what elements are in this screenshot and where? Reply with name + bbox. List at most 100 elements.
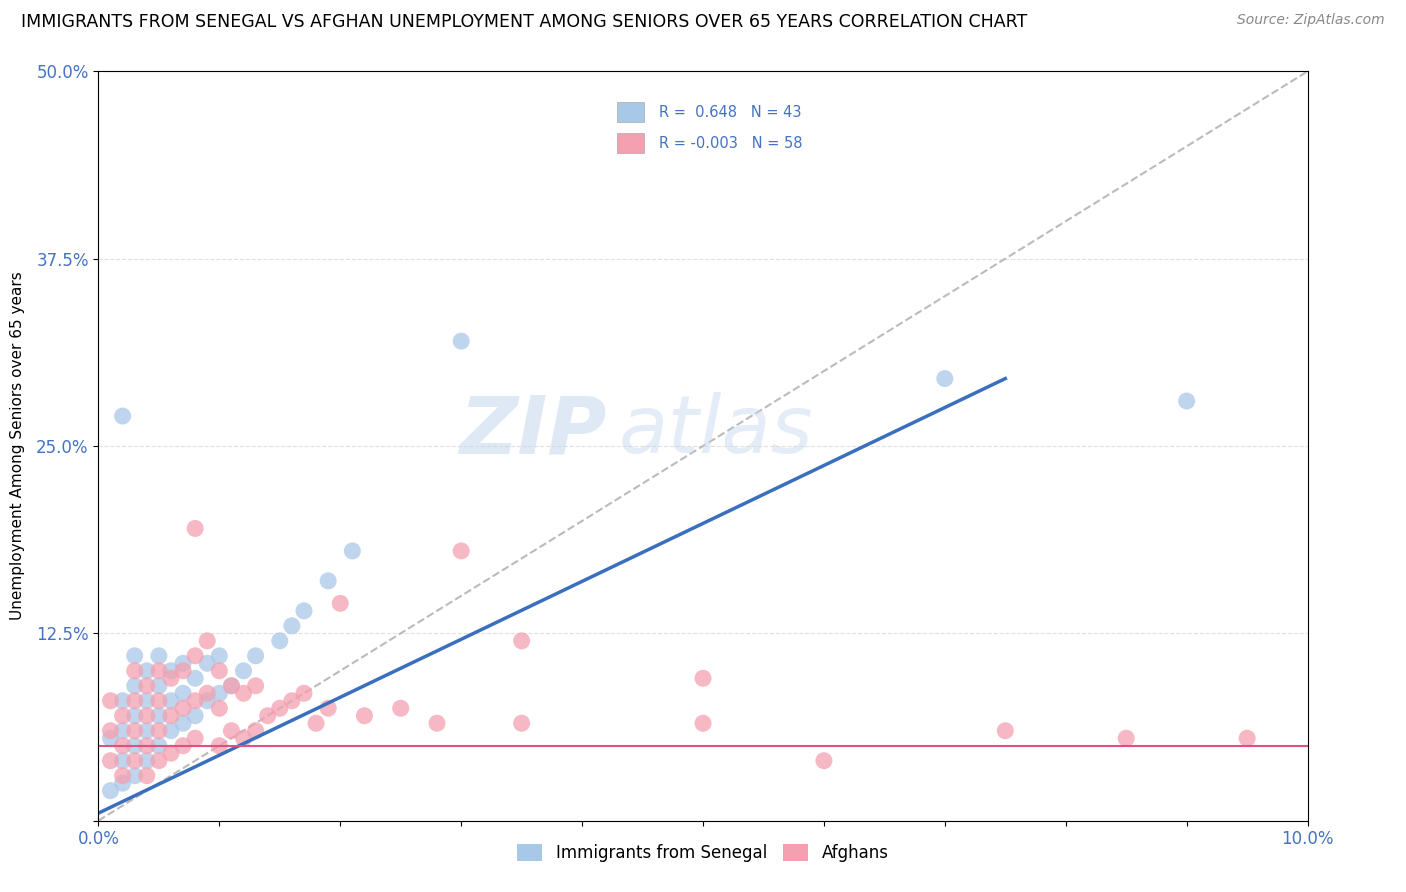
Point xyxy=(111,708,134,723)
Point xyxy=(148,648,170,663)
Point xyxy=(135,679,157,693)
Point xyxy=(232,686,254,700)
Point xyxy=(124,769,146,783)
Point xyxy=(172,686,194,700)
Point xyxy=(135,723,157,738)
Point xyxy=(281,694,304,708)
Point xyxy=(172,701,194,715)
Point xyxy=(135,694,157,708)
Point xyxy=(245,648,267,663)
Point xyxy=(124,664,146,678)
Text: Source: ZipAtlas.com: Source: ZipAtlas.com xyxy=(1237,13,1385,28)
Point xyxy=(184,671,207,685)
Point xyxy=(208,739,231,753)
Point xyxy=(160,708,183,723)
Point xyxy=(184,731,207,746)
Point xyxy=(124,754,146,768)
Point xyxy=(111,754,134,768)
Point xyxy=(111,723,134,738)
Point xyxy=(184,694,207,708)
Point xyxy=(994,723,1017,738)
Point xyxy=(148,708,170,723)
Point xyxy=(172,664,194,678)
Point xyxy=(148,754,170,768)
Point xyxy=(160,694,183,708)
Point xyxy=(692,716,714,731)
Point xyxy=(316,574,339,588)
Point xyxy=(692,671,714,685)
Point xyxy=(148,723,170,738)
Point xyxy=(135,664,157,678)
Point xyxy=(135,769,157,783)
Point xyxy=(100,694,122,708)
Point xyxy=(124,648,146,663)
Point xyxy=(813,754,835,768)
Point xyxy=(184,521,207,535)
Point xyxy=(100,783,122,797)
Point xyxy=(195,694,218,708)
Point xyxy=(208,686,231,700)
Point xyxy=(160,746,183,760)
Point xyxy=(305,716,328,731)
Point xyxy=(172,716,194,731)
Point xyxy=(510,633,533,648)
Point xyxy=(124,694,146,708)
Point xyxy=(172,657,194,671)
Point xyxy=(1175,394,1198,409)
Point xyxy=(232,664,254,678)
Point xyxy=(160,664,183,678)
Point xyxy=(172,739,194,753)
Point xyxy=(221,723,243,738)
Point xyxy=(281,619,304,633)
Point xyxy=(160,723,183,738)
Point xyxy=(510,716,533,731)
Point xyxy=(934,371,956,385)
Point xyxy=(245,723,267,738)
Point xyxy=(195,657,218,671)
Text: atlas: atlas xyxy=(619,392,813,470)
Point xyxy=(316,701,339,715)
Point xyxy=(353,708,375,723)
Point xyxy=(184,648,207,663)
Point xyxy=(292,686,315,700)
Point xyxy=(208,648,231,663)
Point xyxy=(148,694,170,708)
Point xyxy=(389,701,412,715)
Point xyxy=(426,716,449,731)
Point xyxy=(111,409,134,423)
Text: ZIP: ZIP xyxy=(458,392,606,470)
Point xyxy=(208,664,231,678)
Point xyxy=(148,679,170,693)
Point xyxy=(329,596,352,610)
Legend: Immigrants from Senegal, Afghans: Immigrants from Senegal, Afghans xyxy=(510,837,896,869)
Point xyxy=(221,679,243,693)
Point xyxy=(232,731,254,746)
Point xyxy=(1115,731,1137,746)
Point xyxy=(148,739,170,753)
Point xyxy=(124,708,146,723)
Point xyxy=(124,723,146,738)
Point xyxy=(124,679,146,693)
Point xyxy=(269,701,291,715)
Point xyxy=(124,739,146,753)
Point xyxy=(160,671,183,685)
Point xyxy=(450,334,472,348)
Point xyxy=(111,694,134,708)
Point xyxy=(100,754,122,768)
Point xyxy=(135,739,157,753)
Point xyxy=(135,708,157,723)
Point xyxy=(342,544,364,558)
Point xyxy=(195,686,218,700)
Point xyxy=(111,769,134,783)
Point xyxy=(100,723,122,738)
Point xyxy=(148,664,170,678)
Text: IMMIGRANTS FROM SENEGAL VS AFGHAN UNEMPLOYMENT AMONG SENIORS OVER 65 YEARS CORRE: IMMIGRANTS FROM SENEGAL VS AFGHAN UNEMPL… xyxy=(21,13,1028,31)
Point xyxy=(111,739,134,753)
Point xyxy=(269,633,291,648)
Point xyxy=(208,701,231,715)
Point xyxy=(245,679,267,693)
Point xyxy=(292,604,315,618)
Point xyxy=(221,679,243,693)
Point xyxy=(135,754,157,768)
Point xyxy=(1236,731,1258,746)
